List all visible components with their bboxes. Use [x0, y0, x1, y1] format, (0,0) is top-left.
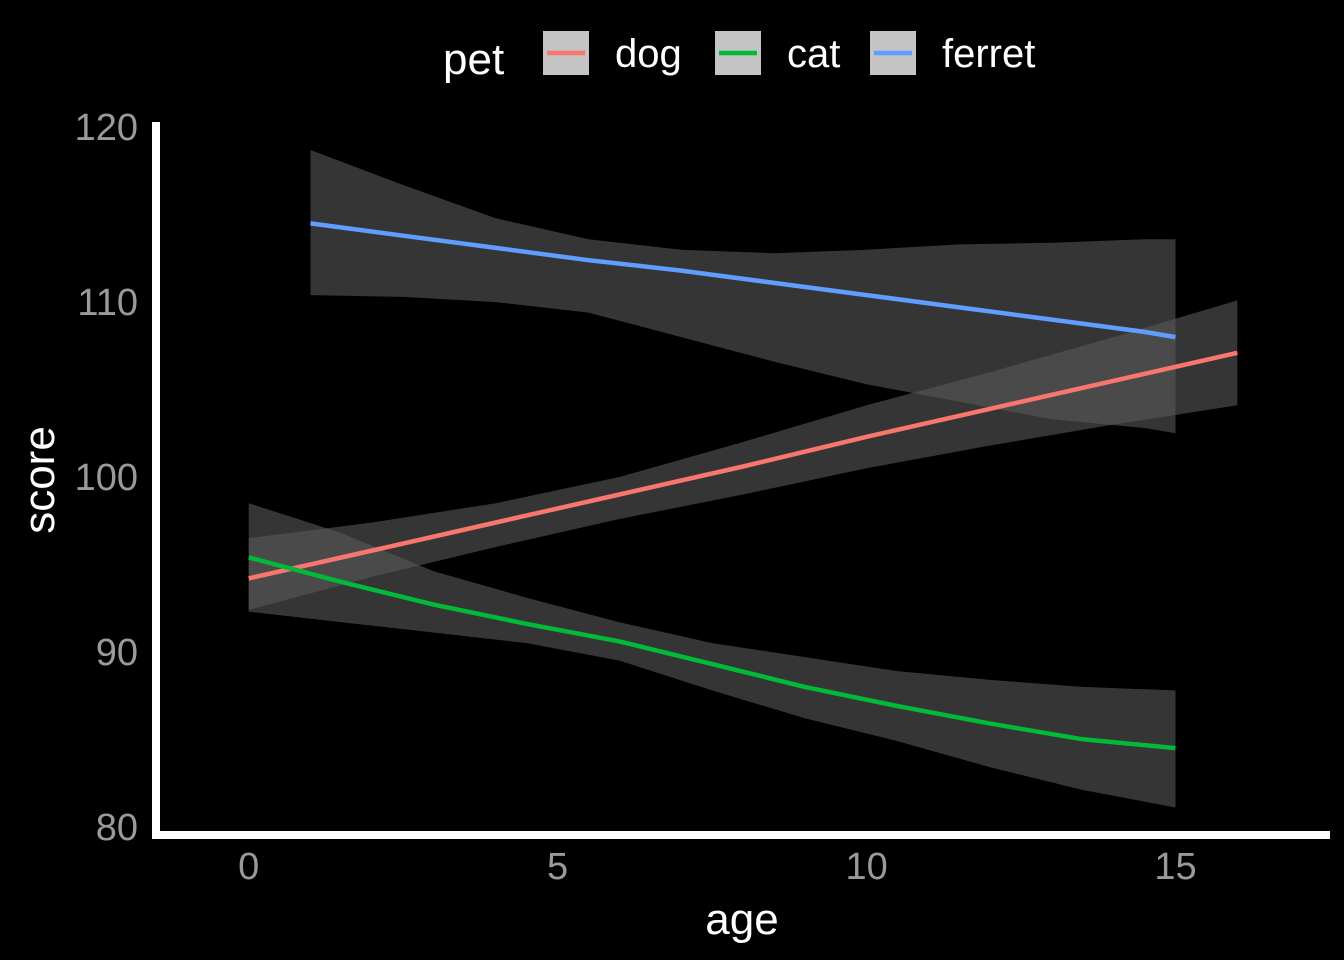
- ribbon-cat: [248, 503, 1176, 808]
- x-tick-labels: 0 5 10 15: [238, 846, 1197, 888]
- legend-item-dog: dog: [543, 31, 682, 76]
- y-axis-title: score: [15, 426, 64, 534]
- series-line-cat: [248, 555, 1176, 751]
- legend: pet dog cat ferret: [443, 31, 1035, 84]
- y-tick-labels: 80 90 100 110 120: [75, 107, 138, 849]
- x-tick-label: 5: [547, 846, 568, 888]
- legend-label: cat: [787, 32, 840, 76]
- ribbon-ferret: [310, 150, 1176, 434]
- series-line-ferret: [310, 221, 1176, 340]
- legend-title: pet: [443, 35, 504, 84]
- x-tick-label: 0: [238, 846, 259, 888]
- series-line-dog: [248, 350, 1238, 581]
- x-tick-label: 10: [845, 846, 887, 888]
- legend-item-cat: cat: [715, 31, 840, 76]
- legend-item-ferret: ferret: [870, 31, 1035, 76]
- x-tick-label: 15: [1154, 846, 1196, 888]
- y-tick-label: 80: [96, 807, 138, 849]
- y-tick-label: 120: [75, 107, 138, 149]
- y-tick-label: 110: [77, 282, 138, 324]
- confidence-ribbons: [248, 150, 1238, 808]
- legend-label: ferret: [942, 32, 1035, 76]
- y-tick-label: 90: [96, 632, 138, 674]
- series-lines: [248, 221, 1238, 751]
- y-tick-label: 100: [75, 457, 138, 499]
- legend-label: dog: [615, 32, 682, 76]
- x-axis-title: age: [705, 895, 778, 944]
